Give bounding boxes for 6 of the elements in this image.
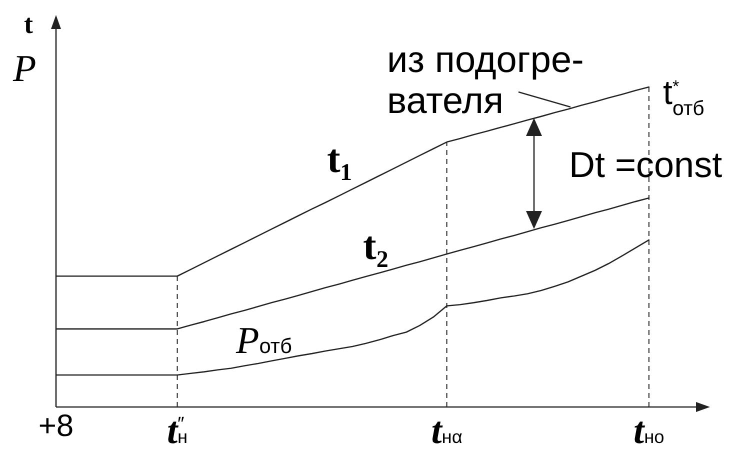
- annotation: из подогре- вателя: [387, 39, 584, 121]
- y-axis-title: t P: [13, 8, 36, 92]
- x-tick-label: +8: [38, 408, 74, 443]
- annotation: Dt =const: [569, 143, 722, 186]
- series-label: t₁: [327, 135, 352, 183]
- series-label: t₂: [363, 222, 388, 270]
